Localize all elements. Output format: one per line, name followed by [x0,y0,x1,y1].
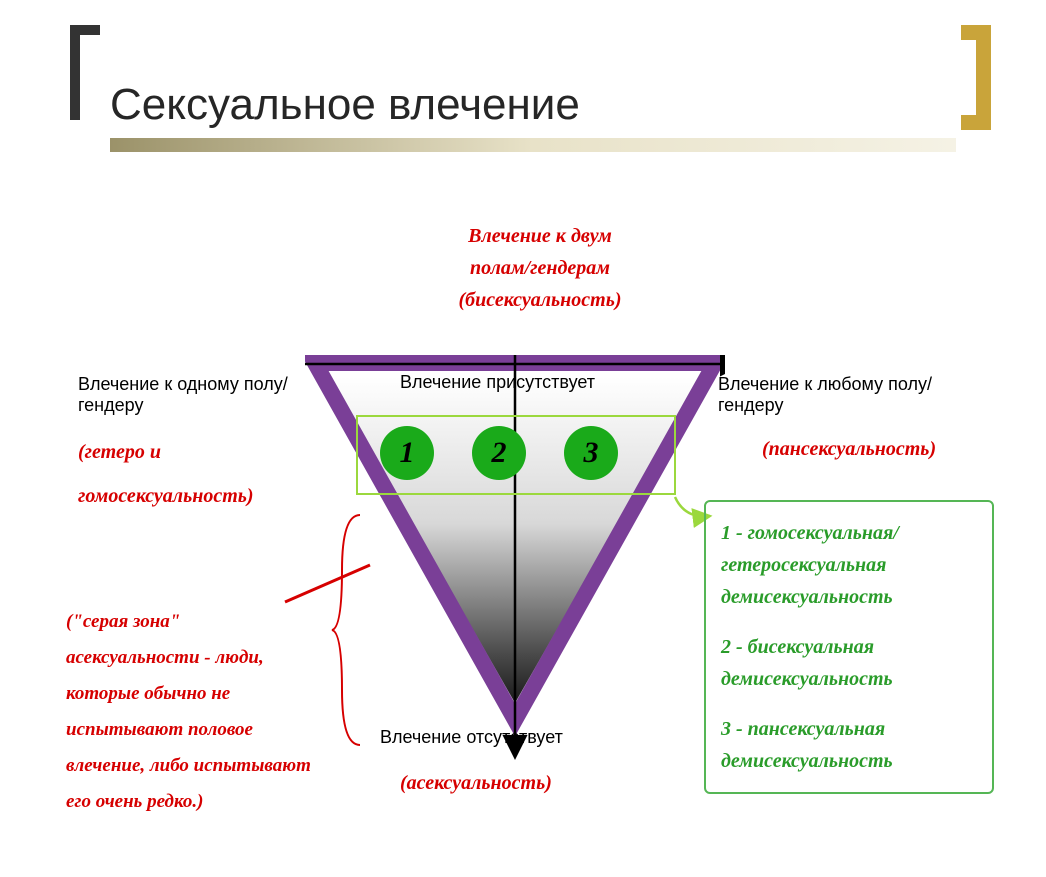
diagram-container: Влечение к двум полам/гендерам (бисексуа… [0,200,1046,877]
top-label-line2: полам/гендерам [470,257,610,279]
bracket-left-icon [70,25,100,120]
circle-1: 1 [380,426,434,480]
left-sub-line1: (гетеро и [78,441,161,463]
bottom-label: (асексуальность) [400,772,552,795]
axis-absent-label: Влечение отсутствует [380,727,563,748]
circle-2: 2 [472,426,526,480]
top-label: Влечение к двум полам/гендерам (бисексуа… [380,220,700,316]
gray-zone-note: ("серая зона" асексуальности - люди, кот… [66,604,316,821]
circle-3: 3 [564,426,618,480]
left-sub-label: (гетеро и гомосексуальность) [78,430,254,518]
brace-icon [330,510,370,750]
right-sub-label: (пансексуальность) [762,438,936,461]
legend-item-1: 1 - гомосексуальная/ гетеросексуальная д… [721,517,977,613]
bracket-right-icon [961,25,991,130]
axis-present-label: Влечение присутствует [400,372,595,393]
circle-group: 1 2 3 [380,426,618,480]
legend-item-2: 2 - бисексуальная демисексуальность [721,631,977,695]
legend-box: 1 - гомосексуальная/ гетеросексуальная д… [704,500,994,794]
top-label-line1: Влечение к двум [468,225,612,247]
legend-item-3: 3 - пансексуальная демисексуальность [721,713,977,777]
right-axis-label: Влечение к любому полу/гендеру [718,374,938,416]
left-axis-label: Влечение к одному полу/гендеру [78,374,298,416]
title-underline [110,138,956,152]
left-sub-line2: гомосексуальность) [78,485,254,507]
top-label-line3: (бисексуальность) [459,289,622,311]
page-title: Сексуальное влечение [110,80,580,130]
